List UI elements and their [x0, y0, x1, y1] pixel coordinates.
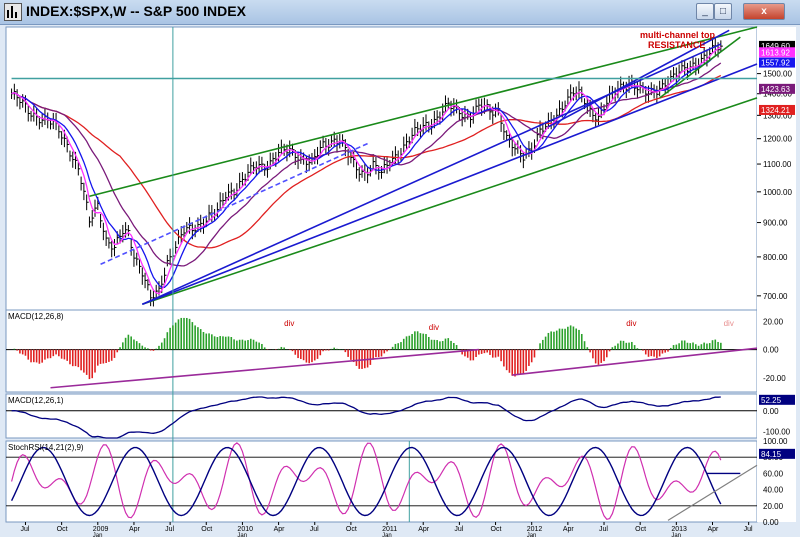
x-axis-tick-label: Jul — [454, 526, 463, 533]
price-y-tick-label: 1200.00 — [763, 135, 792, 144]
price-last-value-label: 1649.60 — [761, 42, 790, 51]
x-axis-tick-label: Oct — [346, 526, 357, 533]
price-y-tick-label: 1100.00 — [763, 160, 792, 169]
macd-line-series — [11, 396, 721, 439]
x-axis-tick-label: Oct — [201, 526, 212, 533]
price-y-tick-label: 1000.00 — [763, 188, 792, 197]
x-axis-tick-label: Jul — [310, 526, 319, 533]
right-axis-strip — [757, 27, 796, 522]
x-axis-tick-label: 2010 — [237, 526, 253, 533]
ma-purple-line — [11, 62, 722, 267]
x-axis-tick-label: Apr — [563, 526, 575, 533]
price-last-value-label: 1557.92 — [761, 59, 790, 68]
channel-green-short — [659, 36, 741, 99]
title-bar[interactable]: INDEX:$SPX,W -- S&P 500 INDEX _ □ x — [0, 0, 800, 25]
macd-histogram-bars — [13, 317, 722, 380]
price-y-tick-label: 900.00 — [763, 219, 788, 228]
stoch-y-label: 40.00 — [763, 486, 784, 495]
panel-line — [5, 393, 758, 439]
price-last-value-label: 1324.21 — [761, 106, 790, 115]
annotation-resistance: RESISTANCE — [648, 40, 705, 50]
x-axis-tick-label: 2009 — [93, 526, 109, 533]
ma-magenta-line — [11, 46, 722, 295]
price-y-tick-label: 800.00 — [763, 253, 788, 262]
macd-div-label: div — [284, 319, 294, 328]
macd-trendline-right — [512, 347, 758, 376]
x-axis-tick-label: Jul — [744, 526, 753, 533]
x-axis-tick-label: Jul — [599, 526, 608, 533]
macd-div-label: div — [724, 319, 734, 328]
price-last-value-badge — [759, 47, 795, 58]
stoch-trendline — [667, 464, 758, 521]
ma-red-line — [11, 74, 722, 249]
macd-hist-y-label: 20.00 — [763, 317, 784, 326]
x-axis-tick-sublabel: Jan — [93, 533, 103, 537]
macd-line-y-label: 0.00 — [763, 407, 779, 416]
x-axis-tick-label: Oct — [57, 526, 68, 533]
close-button[interactable]: x — [743, 3, 785, 20]
price-last-value-badge — [759, 104, 795, 115]
minimize-button[interactable]: _ — [696, 3, 714, 20]
x-axis-tick-label: 2011 — [382, 526, 397, 533]
x-axis-tick-label: 2013 — [671, 526, 687, 533]
x-axis-tick-label: Apr — [274, 526, 286, 533]
macd-div-label: div — [626, 319, 636, 328]
stoch-rsi-slow-line — [10, 446, 722, 517]
stoch-rsi-fast-line — [11, 442, 722, 520]
price-last-value-label: 1423.63 — [761, 85, 790, 94]
price-last-value-badge — [759, 83, 795, 94]
macd-hist-title: MACD(12,26,8) — [8, 312, 64, 321]
panel-stoch — [5, 440, 758, 523]
x-axis-tick-label: Jul — [165, 526, 174, 533]
macd-line-title: MACD(12,26,1) — [8, 396, 64, 405]
x-axis-tick-sublabel: Jan — [382, 533, 392, 537]
price-last-value-badge — [759, 40, 795, 51]
price-y-tick-label: 1500.00 — [763, 70, 792, 79]
ma-blue-line — [11, 51, 722, 289]
annotation-multi-channel-top: multi-channel top — [640, 30, 715, 40]
x-axis-tick-label: Apr — [707, 526, 719, 533]
stoch-rsi-title: StochRSI(14,21(2),9) — [8, 443, 84, 452]
macd-hist-y-label: 0.00 — [763, 346, 779, 355]
chart-app-icon — [4, 3, 22, 21]
stoch-y-label: 100.00 — [763, 437, 788, 446]
price-y-tick-label: 700.00 — [763, 292, 788, 301]
channel-green-lower — [142, 97, 758, 306]
macd-trendline-left — [50, 348, 479, 389]
stoch-last-label: 84.15 — [761, 450, 782, 459]
stoch-y-label: 0.00 — [763, 518, 779, 527]
x-axis-tick-label: Apr — [129, 526, 141, 533]
channel-blue-dashed — [100, 142, 368, 266]
x-axis-tick-sublabel: Jan — [237, 533, 247, 537]
price-y-tick-label: 1300.00 — [763, 111, 792, 120]
macd-line-y-label: -100.00 — [763, 428, 791, 437]
channel-blue-lower — [142, 63, 758, 306]
x-axis-tick-sublabel: Jan — [527, 533, 537, 537]
macd-line-last-badge — [759, 394, 795, 405]
channel-green-upper — [89, 26, 758, 198]
stoch-y-label: 20.00 — [763, 502, 784, 511]
macd-hist-y-label: -20.00 — [763, 374, 786, 383]
price-y-tick-label: 1400.00 — [763, 90, 792, 99]
x-axis-tick-label: Oct — [635, 526, 646, 533]
window-title: INDEX:$SPX,W -- S&P 500 INDEX — [26, 3, 246, 19]
channel-blue-mid — [141, 43, 722, 306]
x-axis-tick-sublabel: Jan — [671, 533, 681, 537]
macd-line-last-label: 52.25 — [761, 396, 782, 405]
maximize-button[interactable]: □ — [714, 3, 732, 20]
stoch-last-badge — [759, 448, 795, 459]
x-axis-tick-label: Oct — [491, 526, 502, 533]
macd-div-label: div — [429, 323, 439, 332]
x-axis-tick-label: 2012 — [527, 526, 543, 533]
price-last-value-label: 1613.92 — [761, 48, 790, 57]
price-last-value-badge — [759, 57, 795, 68]
x-axis-tick-label: Apr — [418, 526, 430, 533]
stoch-y-label: 60.00 — [763, 469, 784, 478]
x-axis-tick-label: Jul — [20, 526, 29, 533]
